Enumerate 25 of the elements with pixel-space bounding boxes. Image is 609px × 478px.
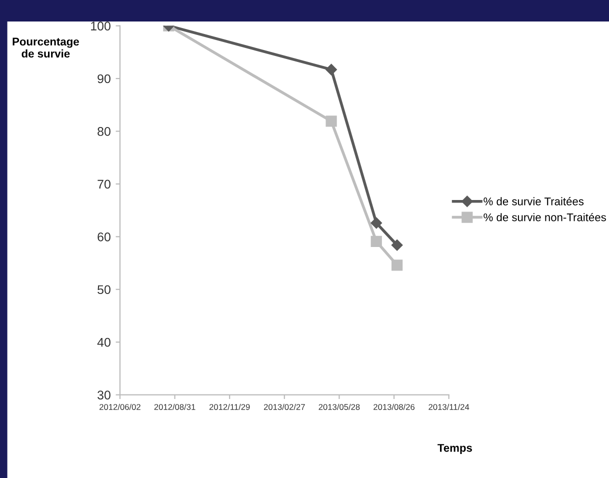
point [391,240,403,251]
x-tick-label: 2013/02/27 [264,404,305,410]
y-tick-label: 40 [97,338,110,347]
x-tick-label: 2012/11/29 [209,404,250,410]
legend-label: % de survie Traitées [484,197,584,206]
x-tick-label: 2013/11/24 [428,404,470,410]
y-axis-title: Pourcentage de survie [12,38,79,58]
point [370,217,382,229]
x-tick-label: 2013/08/26 [374,404,415,410]
y-tick-label: 90 [98,74,110,84]
y-tick-label: 30 [98,390,110,400]
legend-label: % de survie non-Traitées [484,212,606,222]
y-tick-label: 100 [91,22,110,30]
x-tick-label: 2013/05/28 [318,404,360,410]
y-tick-label: 80 [98,127,110,136]
y-tick-label: 50 [98,285,110,294]
point [392,260,403,271]
y-tick-label: 70 [98,180,110,189]
point [326,64,337,76]
x-axis-title: Temps [438,444,472,454]
x-tick-label: 2012/08/31 [154,404,196,410]
y-tick-label: 60 [98,232,110,242]
x-tick-label: 2012/06/02 [100,404,140,410]
point [370,236,382,247]
point [326,116,337,127]
